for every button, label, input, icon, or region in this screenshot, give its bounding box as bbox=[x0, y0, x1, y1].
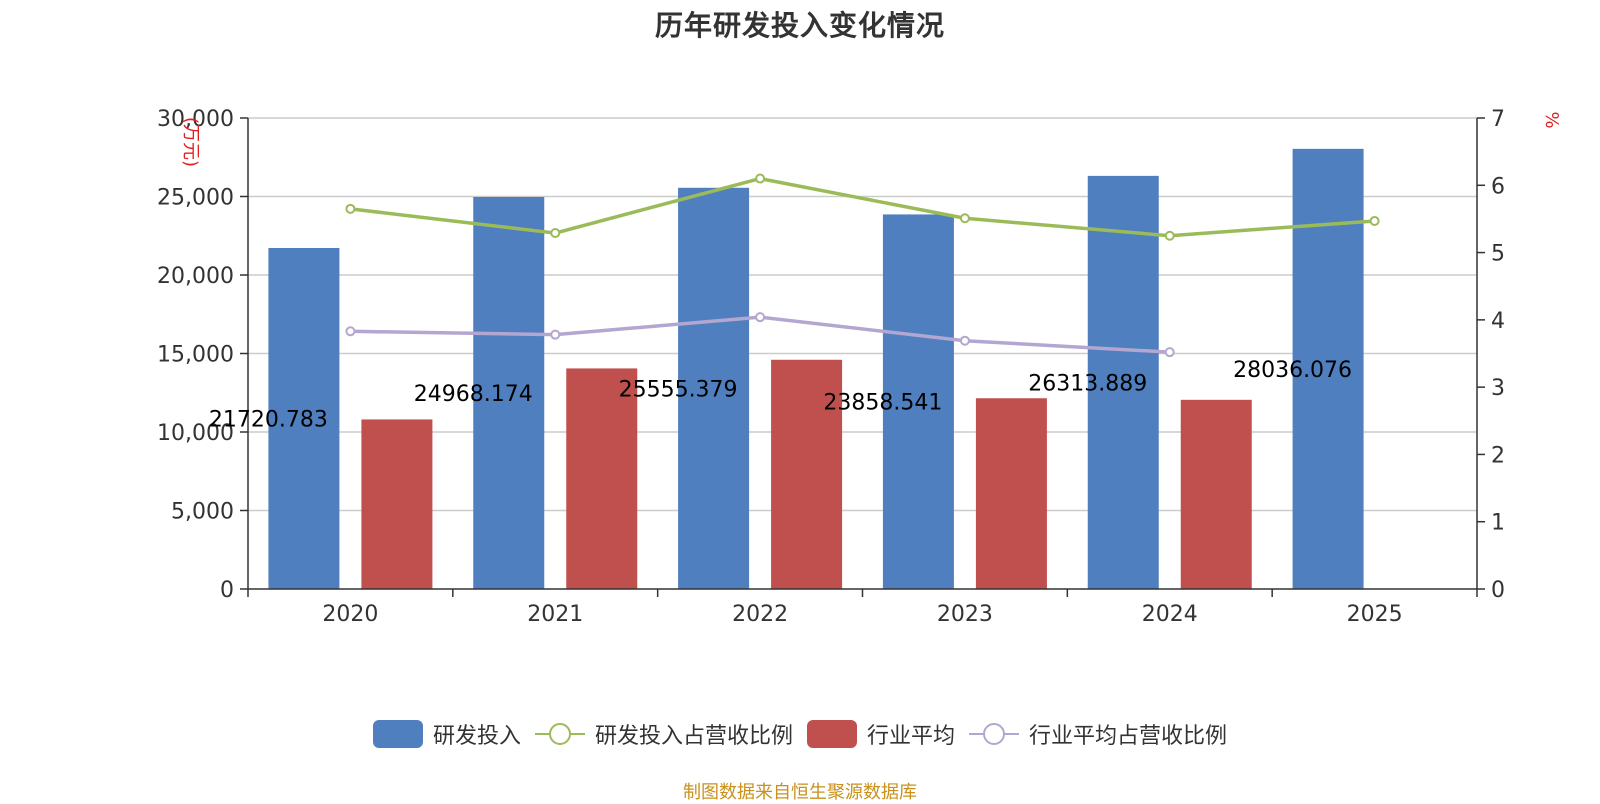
line-rd-ratio bbox=[350, 176, 1375, 238]
line-series bbox=[345, 173, 1380, 358]
x-tick-label: 2024 bbox=[1142, 602, 1198, 627]
x-tick-label: 2020 bbox=[322, 602, 378, 627]
bar-data-label: 25555.379 bbox=[619, 377, 738, 402]
point-rd-ratio bbox=[550, 228, 561, 239]
bar-rd-investment bbox=[1087, 175, 1159, 589]
y-left-tick-label: 25,000 bbox=[157, 186, 234, 211]
x-tick-label: 2021 bbox=[527, 602, 583, 627]
x-tick-label: 2023 bbox=[937, 602, 993, 627]
y-left-tick-label: 10,000 bbox=[157, 421, 234, 446]
data-labels: 21720.783 24968.174 25555.379 23858.541 2631… bbox=[209, 358, 1352, 433]
y-right-tick-label: 7 bbox=[1491, 107, 1505, 132]
legend-label: 研发投入 bbox=[432, 724, 521, 749]
x-tick-label: 2022 bbox=[732, 602, 788, 627]
y-right-tick-label: 2 bbox=[1491, 443, 1505, 468]
point-industry-ratio bbox=[550, 329, 561, 340]
bar-industry-average bbox=[975, 398, 1047, 589]
point-rd-ratio bbox=[959, 213, 970, 224]
y-left-tick-label: 20,000 bbox=[157, 264, 234, 289]
legend: 研发投入 研发投入占营收比例 行业平均 行业平均占营收比例 bbox=[0, 718, 1600, 750]
point-industry-ratio bbox=[1164, 347, 1175, 358]
bar-data-label: 28036.076 bbox=[1233, 358, 1352, 383]
point-industry-ratio bbox=[755, 312, 766, 323]
y-right-tick-label: 3 bbox=[1491, 376, 1505, 401]
bar-data-label: 24968.174 bbox=[414, 382, 533, 407]
y-left-tick-label: 0 bbox=[220, 578, 234, 603]
legend-swatch bbox=[372, 720, 423, 748]
bar-industry-average bbox=[566, 368, 638, 589]
legend-item[interactable]: 行业平均 bbox=[807, 718, 955, 750]
legend-swatch bbox=[534, 723, 585, 745]
bar-industry-average bbox=[771, 359, 843, 589]
point-rd-ratio bbox=[1369, 215, 1380, 226]
gridlines bbox=[248, 117, 1477, 512]
y-right-tick-label: 1 bbox=[1491, 511, 1505, 536]
point-rd-ratio bbox=[1164, 230, 1175, 241]
legend-item[interactable]: 研发投入 bbox=[372, 718, 521, 750]
y-left-tick-label: 15,000 bbox=[157, 343, 234, 368]
legend-label: 行业平均 bbox=[867, 724, 956, 749]
point-industry-ratio bbox=[345, 326, 356, 337]
legend-item[interactable]: 研发投入占营收比例 bbox=[534, 718, 793, 750]
bar-rd-investment bbox=[882, 214, 954, 590]
bar-rd-investment bbox=[268, 247, 340, 589]
legend-label: 行业平均占营收比例 bbox=[1029, 724, 1228, 749]
bar-industry-average bbox=[1180, 399, 1252, 589]
legend-swatch bbox=[969, 723, 1020, 745]
y-right-tick-label: 4 bbox=[1491, 309, 1505, 334]
legend-swatch bbox=[807, 720, 857, 748]
axes: 05,00010,00015,00020,00025,00030,0000123… bbox=[157, 107, 1562, 627]
y-left-axis-label: (万元) bbox=[180, 117, 201, 167]
y-left-tick-label: 5,000 bbox=[171, 500, 234, 525]
point-industry-ratio bbox=[959, 335, 970, 346]
y-right-tick-label: 0 bbox=[1491, 578, 1505, 603]
point-rd-ratio bbox=[345, 203, 356, 214]
bar-industry-average bbox=[361, 419, 433, 589]
source-note: 制图数据来自恒生聚源数据库 bbox=[683, 782, 917, 803]
x-tick-label: 2025 bbox=[1347, 602, 1403, 627]
bar-series bbox=[268, 148, 1364, 590]
legend-item[interactable]: 行业平均占营收比例 bbox=[969, 718, 1227, 750]
y-right-tick-label: 5 bbox=[1491, 242, 1505, 267]
legend-label: 研发投入占营收比例 bbox=[594, 724, 793, 749]
chart-title: 历年研发投入变化情况 bbox=[654, 9, 945, 42]
bar-data-label: 26313.889 bbox=[1028, 371, 1147, 396]
y-right-tick-label: 6 bbox=[1491, 174, 1505, 199]
y-right-axis-label: % bbox=[1541, 111, 1562, 128]
bar-rd-investment bbox=[473, 196, 545, 589]
y-left-tick-label: 30,000 bbox=[157, 107, 234, 132]
point-rd-ratio bbox=[755, 173, 766, 184]
bar-rd-investment bbox=[678, 187, 750, 589]
bar-data-label: 21720.783 bbox=[209, 407, 328, 432]
bar-data-label: 23858.541 bbox=[823, 391, 942, 416]
